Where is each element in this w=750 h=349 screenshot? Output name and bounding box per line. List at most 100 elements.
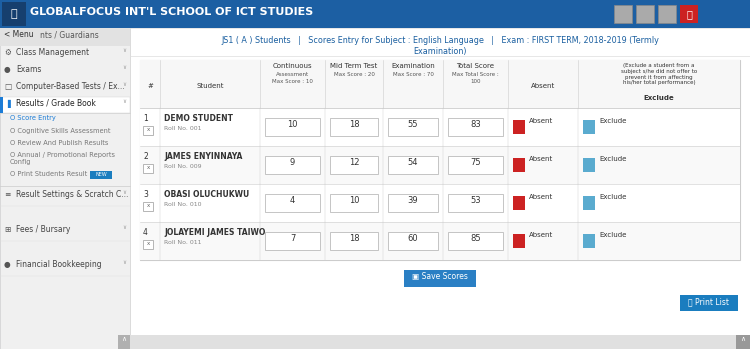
Bar [143, 126, 153, 135]
Text: Max Total Score :: Max Total Score : [452, 72, 499, 77]
Bar [130, 335, 750, 349]
Text: ●: ● [4, 65, 10, 74]
Text: Exclude: Exclude [599, 232, 626, 238]
Text: 18: 18 [349, 234, 359, 243]
Text: ∨: ∨ [122, 48, 126, 53]
Text: ∨: ∨ [122, 99, 126, 104]
Text: 🖨 Print List: 🖨 Print List [688, 297, 730, 306]
Bar [513, 120, 525, 134]
Bar [330, 156, 378, 174]
Text: Mid Term Test: Mid Term Test [330, 63, 377, 69]
Text: ≡: ≡ [4, 190, 10, 199]
Text: O Cognitive Skills Assessment: O Cognitive Skills Assessment [10, 128, 110, 134]
Text: < Menu: < Menu [4, 30, 34, 39]
Bar [513, 158, 525, 172]
Bar [0, 97, 3, 113]
Text: Absent: Absent [529, 194, 554, 200]
Text: ∨: ∨ [122, 260, 126, 265]
Text: ●: ● [4, 260, 10, 269]
Text: JOLAYEMI JAMES TAIWO: JOLAYEMI JAMES TAIWO [164, 228, 266, 237]
Text: Financial Bookkeeping: Financial Bookkeeping [16, 260, 102, 269]
Bar [513, 234, 525, 248]
Text: 4: 4 [290, 196, 295, 205]
Text: 83: 83 [470, 120, 481, 129]
Text: JAMES ENYINNAYA: JAMES ENYINNAYA [164, 152, 242, 161]
Text: NEW: NEW [95, 172, 106, 177]
Text: Examination: Examination [392, 63, 435, 69]
Text: 39: 39 [408, 196, 419, 205]
Bar [143, 240, 153, 249]
Text: ∨: ∨ [122, 190, 126, 195]
Text: DEMO STUDENT: DEMO STUDENT [164, 114, 233, 123]
Text: 60: 60 [408, 234, 419, 243]
Text: ▣ Save Scores: ▣ Save Scores [412, 272, 468, 281]
Text: Max Score : 10: Max Score : 10 [272, 79, 313, 84]
Bar [583, 234, 595, 248]
Bar [0, 28, 130, 46]
Text: 2: 2 [143, 152, 148, 161]
Bar [265, 156, 320, 174]
Text: 55: 55 [408, 120, 419, 129]
Text: 3: 3 [143, 190, 148, 199]
Bar [513, 196, 525, 210]
Text: ⊞: ⊞ [4, 225, 10, 234]
Bar [265, 118, 320, 136]
Text: Assessment: Assessment [276, 72, 309, 77]
Text: ∧: ∧ [122, 336, 127, 342]
Bar [140, 222, 740, 260]
Text: x: x [146, 127, 149, 132]
Text: ∨: ∨ [122, 82, 126, 87]
Bar [265, 232, 320, 250]
Text: ⚙: ⚙ [4, 48, 10, 57]
Bar [118, 335, 130, 349]
Text: Examination): Examination) [413, 47, 466, 56]
Text: Max Score : 70: Max Score : 70 [392, 72, 433, 77]
Text: Total Score: Total Score [457, 63, 494, 69]
Text: x: x [146, 203, 149, 208]
Bar [90, 171, 112, 179]
Text: 54: 54 [408, 158, 419, 167]
Bar [330, 194, 378, 212]
Text: (Exclude a student from a
subject s/he did not offer to
prevent it from affectin: (Exclude a student from a subject s/he d… [621, 63, 698, 86]
Text: #: # [147, 83, 153, 89]
Bar [658, 5, 676, 23]
Text: 4: 4 [143, 228, 148, 237]
Text: Roll No. 009: Roll No. 009 [164, 164, 202, 169]
Bar [448, 232, 503, 250]
Text: Absent: Absent [529, 118, 554, 124]
Bar [140, 60, 740, 108]
Bar [448, 156, 503, 174]
Bar [130, 28, 750, 349]
Bar [583, 196, 595, 210]
Text: 53: 53 [470, 196, 481, 205]
Text: □: □ [4, 82, 11, 91]
Bar [143, 164, 153, 173]
Text: GLOBALFOCUS INT'L SCHOOL OF ICT STUDIES: GLOBALFOCUS INT'L SCHOOL OF ICT STUDIES [30, 7, 314, 17]
Bar [388, 194, 438, 212]
Bar [0, 0, 750, 28]
Text: Roll No. 011: Roll No. 011 [164, 240, 202, 245]
Text: 1: 1 [143, 114, 148, 123]
Text: 10: 10 [349, 196, 359, 205]
Bar [388, 118, 438, 136]
Text: x: x [146, 165, 149, 170]
Bar [388, 232, 438, 250]
Text: Absent: Absent [529, 156, 554, 162]
Text: Roll No. 001: Roll No. 001 [164, 126, 202, 131]
Text: ∨: ∨ [122, 225, 126, 230]
Text: Fees / Bursary: Fees / Bursary [16, 225, 70, 234]
Text: Absent: Absent [529, 232, 554, 238]
Text: Roll No. 010: Roll No. 010 [164, 202, 202, 207]
Text: nts / Guardians: nts / Guardians [40, 30, 99, 39]
Text: Student: Student [196, 83, 223, 89]
Bar [614, 5, 632, 23]
Bar [736, 335, 750, 349]
Bar [330, 118, 378, 136]
Bar [583, 120, 595, 134]
Text: 12: 12 [349, 158, 359, 167]
Bar [140, 184, 740, 222]
Bar [404, 270, 476, 287]
Text: Result Settings & Scratch C...: Result Settings & Scratch C... [16, 190, 128, 199]
Bar [388, 156, 438, 174]
Text: x: x [146, 241, 149, 246]
